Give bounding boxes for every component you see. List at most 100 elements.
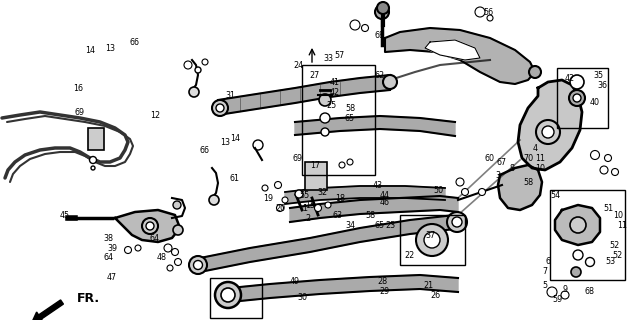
Circle shape [215,282,241,308]
Circle shape [89,156,96,164]
Text: 14: 14 [85,45,95,54]
Text: 16: 16 [73,84,83,92]
FancyArrow shape [31,300,64,320]
Text: 42: 42 [330,87,340,97]
Circle shape [216,104,224,112]
Text: 61: 61 [230,173,240,182]
Circle shape [611,169,618,175]
Polygon shape [295,116,455,136]
Text: 39: 39 [107,244,117,252]
Polygon shape [385,28,535,84]
Text: 17: 17 [310,161,320,170]
Text: 30: 30 [297,293,307,302]
Circle shape [456,178,464,186]
Circle shape [479,188,486,196]
Circle shape [529,66,541,78]
Circle shape [586,258,594,267]
Text: 64: 64 [150,234,160,243]
Text: 45: 45 [60,211,70,220]
Circle shape [571,267,581,277]
Text: 69: 69 [293,154,303,163]
Text: 40: 40 [590,98,600,107]
Circle shape [184,61,192,69]
Circle shape [262,185,268,191]
Text: 28: 28 [377,277,387,286]
Bar [400,215,465,265]
Text: FR.: FR. [77,292,99,305]
Text: 59: 59 [553,295,563,305]
Text: 7: 7 [542,268,548,276]
Text: 56: 56 [483,7,493,17]
Circle shape [416,224,448,256]
Text: 70: 70 [523,154,533,163]
Circle shape [282,197,288,203]
Text: 66: 66 [200,146,210,155]
Circle shape [174,259,182,266]
Text: 34: 34 [345,220,355,229]
Text: 37: 37 [425,230,435,239]
Text: 35: 35 [593,70,603,79]
Circle shape [362,25,369,31]
Text: 23: 23 [385,220,395,229]
Circle shape [274,181,282,188]
Circle shape [173,225,183,235]
Polygon shape [230,275,458,302]
Bar [210,278,262,318]
Circle shape [375,5,389,19]
Text: 42: 42 [565,74,575,83]
Text: 48: 48 [157,253,167,262]
Circle shape [172,249,179,255]
Text: 52: 52 [610,241,620,250]
Text: 68: 68 [375,30,385,39]
Polygon shape [518,80,582,170]
Text: 33: 33 [323,53,333,62]
Circle shape [452,217,462,227]
Text: 13: 13 [105,44,115,52]
Text: 69: 69 [75,108,85,116]
Circle shape [189,256,207,274]
Text: 18: 18 [335,194,345,203]
Circle shape [142,218,158,234]
Text: 58: 58 [365,211,375,220]
Text: 62: 62 [375,70,385,79]
Circle shape [221,288,235,302]
Circle shape [194,260,203,269]
Text: 41: 41 [330,77,340,86]
Circle shape [212,100,228,116]
Text: 19: 19 [263,194,273,203]
Circle shape [91,166,95,170]
Text: 44: 44 [380,190,390,199]
Text: 58: 58 [345,103,355,113]
Circle shape [339,162,345,168]
Text: 67: 67 [497,157,507,166]
Circle shape [202,59,208,65]
Text: 13: 13 [220,138,230,147]
Bar [557,68,608,128]
Text: 26: 26 [430,291,440,300]
Text: 10: 10 [535,164,545,172]
Circle shape [125,246,131,253]
Text: 57: 57 [335,51,345,60]
Text: 50: 50 [433,186,443,195]
Text: 27: 27 [310,70,320,79]
Polygon shape [115,210,180,242]
Text: 49: 49 [290,277,300,286]
Circle shape [167,265,173,271]
Text: 31: 31 [225,91,235,100]
Bar [302,65,375,175]
Circle shape [195,67,201,73]
Text: 5: 5 [542,281,548,290]
Text: 43: 43 [373,180,383,189]
Text: 15: 15 [305,201,315,210]
Circle shape [383,75,397,89]
Text: 55: 55 [300,190,310,199]
Circle shape [536,120,560,144]
Circle shape [164,244,172,252]
Circle shape [314,204,321,212]
Circle shape [573,250,583,260]
Bar [88,128,104,150]
Text: 8: 8 [509,164,515,172]
Text: 10: 10 [613,211,623,220]
Text: 64: 64 [103,253,113,262]
Text: 25: 25 [327,100,337,109]
